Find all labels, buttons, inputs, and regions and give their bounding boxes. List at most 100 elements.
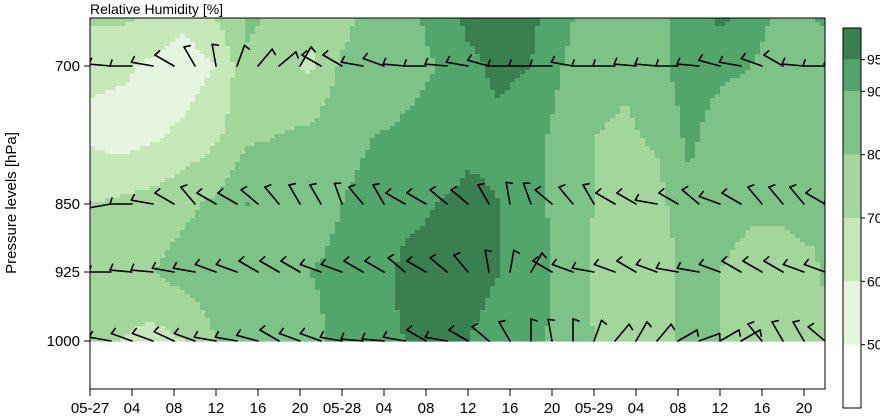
humidity-cell xyxy=(110,234,116,239)
humidity-cell xyxy=(225,102,231,107)
humidity-cell xyxy=(180,190,186,195)
humidity-cell xyxy=(180,138,186,143)
humidity-cell xyxy=(190,98,196,103)
humidity-cell xyxy=(265,226,271,231)
humidity-cell xyxy=(380,250,386,255)
humidity-cell xyxy=(125,206,131,211)
humidity-cell xyxy=(345,190,351,195)
humidity-cell xyxy=(95,246,101,251)
humidity-cell xyxy=(280,318,286,323)
humidity-cell xyxy=(110,242,116,247)
humidity-cell xyxy=(285,146,291,151)
humidity-cell xyxy=(115,206,121,211)
humidity-cell xyxy=(315,118,321,123)
humidity-cell xyxy=(380,226,386,231)
humidity-cell xyxy=(300,198,306,203)
humidity-cell xyxy=(165,58,171,63)
humidity-cell xyxy=(325,250,331,255)
humidity-cell xyxy=(345,266,351,271)
humidity-cell xyxy=(335,230,341,235)
humidity-cell xyxy=(110,282,116,287)
humidity-cell xyxy=(260,178,266,183)
humidity-cell xyxy=(385,150,391,155)
humidity-cell xyxy=(370,314,376,319)
humidity-cell xyxy=(390,154,396,159)
humidity-cell xyxy=(100,70,106,75)
humidity-cell xyxy=(270,78,276,83)
humidity-cell xyxy=(220,66,226,71)
humidity-cell xyxy=(210,106,216,111)
humidity-cell xyxy=(135,318,141,323)
humidity-cell xyxy=(385,262,391,267)
humidity-cell xyxy=(155,178,161,183)
humidity-cell xyxy=(250,70,256,75)
humidity-cell xyxy=(105,306,111,311)
humidity-cell xyxy=(240,278,246,283)
humidity-cell xyxy=(325,82,331,87)
humidity-cell xyxy=(210,190,216,195)
humidity-cell xyxy=(210,222,216,227)
humidity-cell xyxy=(270,130,276,135)
humidity-cell xyxy=(145,190,151,195)
humidity-cell xyxy=(325,198,331,203)
humidity-cell xyxy=(115,118,121,123)
humidity-cell xyxy=(135,54,141,59)
humidity-cell xyxy=(390,22,396,27)
humidity-cell xyxy=(330,30,336,35)
humidity-cell xyxy=(290,86,296,91)
humidity-cell xyxy=(160,126,166,131)
humidity-cell xyxy=(270,82,276,87)
humidity-cell xyxy=(250,214,256,219)
humidity-cell xyxy=(200,142,206,147)
humidity-cell xyxy=(90,118,96,123)
humidity-cell xyxy=(295,66,301,71)
humidity-cell xyxy=(280,242,286,247)
humidity-cell xyxy=(190,218,196,223)
humidity-cell xyxy=(320,30,326,35)
humidity-cell xyxy=(290,22,296,27)
humidity-cell xyxy=(100,38,106,43)
humidity-cell xyxy=(290,158,296,163)
humidity-cell xyxy=(170,66,176,71)
humidity-cell xyxy=(210,38,216,43)
humidity-cell xyxy=(360,210,366,215)
humidity-cell xyxy=(150,130,156,135)
humidity-cell xyxy=(240,294,246,299)
humidity-cell xyxy=(145,46,151,51)
humidity-cell xyxy=(180,118,186,123)
humidity-cell xyxy=(250,130,256,135)
humidity-cell xyxy=(270,30,276,35)
humidity-cell xyxy=(360,222,366,227)
humidity-cell xyxy=(210,270,216,275)
humidity-cell xyxy=(330,238,336,243)
humidity-cell xyxy=(315,22,321,27)
humidity-cell xyxy=(185,158,191,163)
humidity-cell xyxy=(270,90,276,95)
humidity-cell xyxy=(335,298,341,303)
humidity-cell xyxy=(205,154,211,159)
humidity-cell xyxy=(370,30,376,35)
humidity-cell xyxy=(365,306,371,311)
humidity-cell xyxy=(300,178,306,183)
humidity-cell xyxy=(290,306,296,311)
humidity-cell xyxy=(230,50,236,55)
humidity-cell xyxy=(200,86,206,91)
humidity-cell xyxy=(365,122,371,127)
humidity-cell xyxy=(120,66,126,71)
humidity-cell xyxy=(175,170,181,175)
humidity-cell xyxy=(185,330,191,335)
humidity-cell xyxy=(170,286,176,291)
humidity-cell xyxy=(155,310,161,315)
humidity-cell xyxy=(150,110,156,115)
humidity-cell xyxy=(340,74,346,79)
humidity-cell xyxy=(225,126,231,131)
humidity-cell xyxy=(250,18,256,23)
humidity-cell xyxy=(285,130,291,135)
humidity-cell xyxy=(265,258,271,263)
humidity-cell xyxy=(145,334,151,339)
humidity-cell xyxy=(385,170,391,175)
humidity-cell xyxy=(290,322,296,327)
humidity-cell xyxy=(385,202,391,207)
humidity-cell xyxy=(330,18,336,23)
humidity-cell xyxy=(375,134,381,139)
